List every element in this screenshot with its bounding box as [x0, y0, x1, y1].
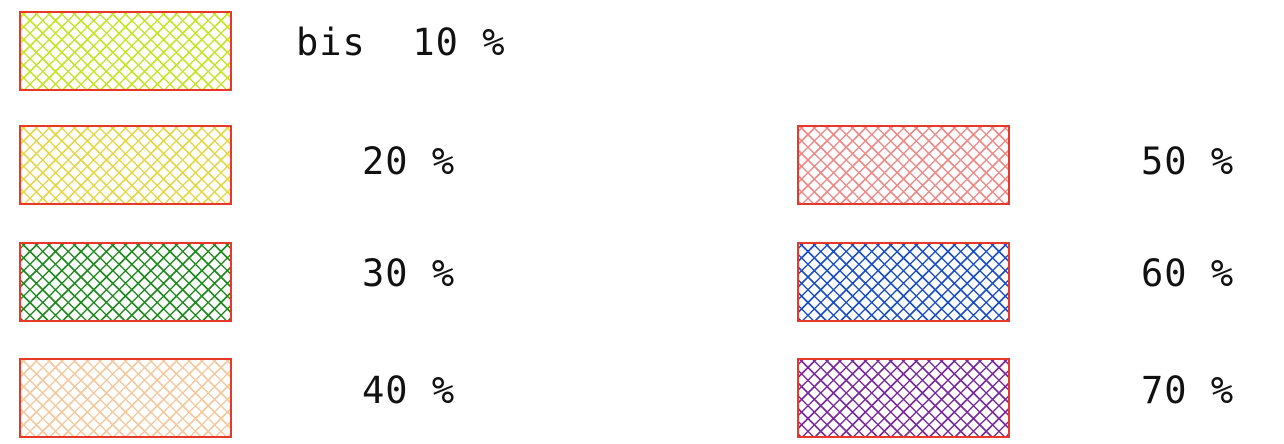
swatch-60-percent — [797, 242, 1010, 322]
swatch-40-percent — [19, 358, 232, 438]
label-60-percent: 60 % — [1141, 252, 1235, 295]
swatch-20-percent — [19, 125, 232, 205]
swatch-bis-10-percent — [19, 11, 232, 91]
label-bis-10-percent: bis 10 % — [296, 21, 506, 64]
label-20-percent: 20 % — [362, 140, 456, 183]
label-70-percent: 70 % — [1141, 369, 1235, 412]
swatch-30-percent — [19, 242, 232, 322]
label-30-percent: 30 % — [362, 252, 456, 295]
swatch-70-percent — [797, 358, 1010, 438]
swatch-50-percent — [797, 125, 1010, 205]
label-40-percent: 40 % — [362, 369, 456, 412]
label-50-percent: 50 % — [1141, 140, 1235, 183]
